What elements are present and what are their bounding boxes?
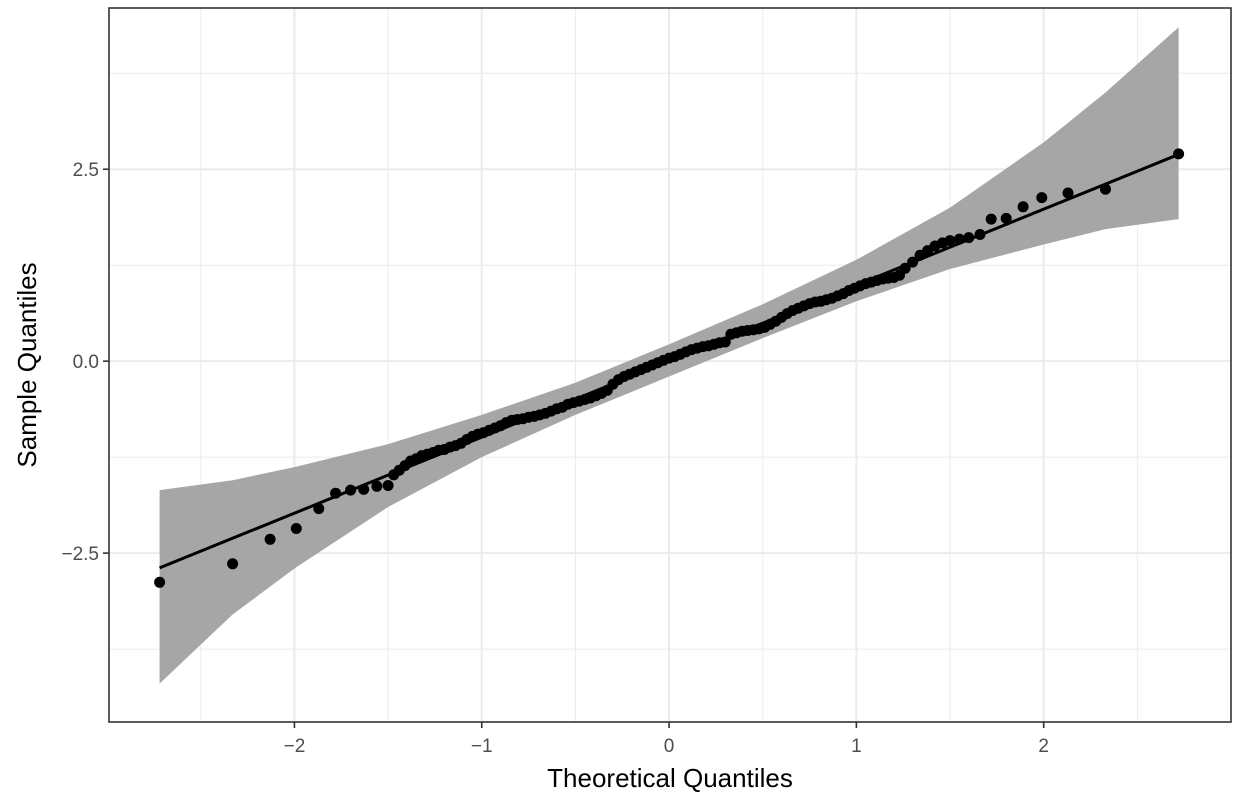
y-axis-title: Sample Quantiles <box>12 262 42 467</box>
data-point <box>985 213 997 225</box>
data-point <box>1017 201 1029 213</box>
data-point <box>264 533 276 545</box>
data-point <box>1062 187 1074 199</box>
data-point <box>1000 212 1012 224</box>
y-tick-label: 0.0 <box>73 352 99 373</box>
data-points <box>154 148 1185 588</box>
panel-border <box>108 7 1232 723</box>
data-point <box>1100 183 1111 195</box>
y-tick-label: −2.5 <box>61 544 99 565</box>
data-point <box>227 558 239 570</box>
data-point <box>1173 148 1185 160</box>
x-tick-label: 2 <box>1038 736 1049 757</box>
x-tick-label: 1 <box>851 736 862 757</box>
data-point <box>154 576 166 588</box>
data-point <box>907 256 919 268</box>
x-axis-ticks: −2 −1 0 1 2 <box>284 722 1049 757</box>
data-point <box>963 232 975 244</box>
data-point <box>953 233 965 245</box>
x-tick-label: −1 <box>471 736 493 757</box>
data-point <box>345 484 357 496</box>
data-point <box>313 503 325 515</box>
x-axis-title: Theoretical Quantiles <box>547 763 793 793</box>
data-point <box>330 487 342 499</box>
data-point <box>358 483 370 495</box>
x-tick-label: −2 <box>284 736 306 757</box>
data-point <box>1036 192 1048 204</box>
data-point <box>371 480 383 492</box>
data-point <box>719 336 731 348</box>
data-point <box>974 229 986 240</box>
data-point <box>899 262 911 274</box>
data-point <box>944 235 956 247</box>
y-tick-label: 2.5 <box>73 160 99 181</box>
data-point <box>290 523 302 534</box>
x-tick-label: 0 <box>664 736 675 757</box>
y-axis-ticks: −2.5 0.0 2.5 <box>61 160 109 565</box>
data-point <box>382 480 394 491</box>
